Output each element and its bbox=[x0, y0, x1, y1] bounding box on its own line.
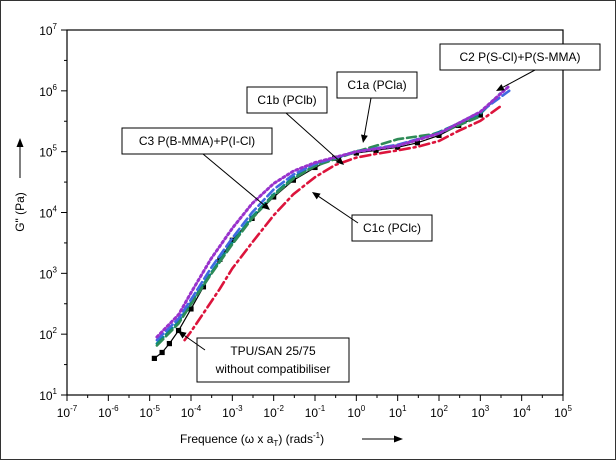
annotation-c3-box bbox=[121, 127, 273, 155]
annotation-tpu-leader bbox=[184, 335, 206, 351]
annotation-c1a: C1a (PCla) bbox=[336, 71, 418, 143]
y-tick-label-7: 107 bbox=[39, 22, 57, 38]
series-tpu_san-point-2 bbox=[166, 340, 172, 347]
annotation-c3-arrowhead-icon bbox=[261, 202, 270, 210]
x-tick-label--5: 10-5 bbox=[139, 404, 160, 420]
x-tick-label--3: 10-3 bbox=[222, 404, 243, 420]
xlabel-mid: ) (rads bbox=[278, 432, 313, 446]
x-axis-arrow bbox=[362, 435, 403, 443]
x-tick-label--4: 10-4 bbox=[181, 404, 202, 420]
annotations-layer: C2 P(S-Cl)+P(S-MMA) C1a (PCla) C1b (PClb) C… bbox=[121, 43, 601, 383]
x-tick-label-0: 100 bbox=[347, 404, 365, 420]
annotation-c3-leader bbox=[202, 153, 265, 206]
annotation-c2-box bbox=[439, 43, 601, 71]
series-tpu_san-point-0 bbox=[151, 355, 157, 361]
annotation-c1b-arrowhead-icon bbox=[335, 157, 344, 165]
annotation-c1b-leader bbox=[285, 112, 339, 161]
xlabel-post: ) bbox=[320, 432, 324, 446]
annotation-c1c-box bbox=[351, 214, 433, 242]
annotation-c1a-leader bbox=[363, 97, 372, 136]
annotation-c1c: C1c (PClc) bbox=[312, 192, 433, 242]
annotation-c1c-arrowhead-icon bbox=[312, 192, 321, 200]
annotation-c1b-box bbox=[246, 86, 328, 114]
y-tick-label-6: 106 bbox=[39, 83, 57, 99]
x-tick-label-4: 104 bbox=[513, 404, 531, 420]
x-tick-label-5: 105 bbox=[554, 404, 572, 420]
x-tick-label--2: 10-2 bbox=[263, 404, 284, 420]
y-tick-label-4: 104 bbox=[39, 205, 57, 221]
xlabel-pre: Frequence (ω x a bbox=[180, 432, 274, 446]
series-tpu_san-point-5 bbox=[200, 284, 207, 290]
annotation-tpu-text: TPU/SAN 25/75 bbox=[230, 344, 316, 358]
y-tick-label-1: 101 bbox=[39, 387, 57, 403]
x-tick-label--6: 10-6 bbox=[98, 404, 119, 420]
xlabel-sup: -1 bbox=[313, 431, 321, 440]
x-tick-label-3: 103 bbox=[471, 404, 489, 420]
y-tick-label-5: 105 bbox=[39, 144, 57, 160]
series-c3-line bbox=[155, 84, 511, 339]
x-arrow-head-icon bbox=[394, 435, 403, 443]
y-tick-label-2: 102 bbox=[39, 326, 57, 342]
annotation-c1a-arrowhead-icon bbox=[361, 134, 368, 143]
x-tick-label-2: 102 bbox=[430, 404, 448, 420]
axes-layer: 10-7 10-6 10-5 10-4 10-3 10-2 10-1 100 101 102 103… bbox=[39, 22, 572, 420]
y-axis-label: G" (Pa) bbox=[13, 192, 27, 232]
annotation-c3-text: C3 P(B-MMA)+P(I-Cl) bbox=[139, 134, 255, 148]
series-tpu_san-point-14 bbox=[373, 147, 379, 153]
x-tick-label--1: 10-1 bbox=[305, 404, 326, 420]
annotation-tpu-box bbox=[196, 337, 350, 383]
series-tpu_san-point-19 bbox=[477, 112, 483, 118]
annotation-c1b: C1b (PClb) bbox=[246, 86, 344, 165]
series-tpu_san-point-4 bbox=[188, 306, 194, 312]
series-tpu_san-point-17 bbox=[436, 132, 442, 139]
annotation-c1a-box bbox=[336, 71, 418, 99]
series-tpu_san-point-1 bbox=[159, 349, 165, 356]
annotation-c1b-text: C1b (PClb) bbox=[257, 93, 316, 107]
series-tpu_san-point-3 bbox=[175, 327, 182, 334]
annotation-tpu: TPU/SAN 25/75 without compatibiliser bbox=[178, 331, 350, 383]
y-axis-label-text: G" (Pa) bbox=[13, 192, 27, 232]
x-tick-label--7: 10-7 bbox=[57, 404, 78, 420]
annotation-tpu-arrowhead-icon bbox=[178, 331, 187, 339]
annotation-c1c-leader bbox=[318, 196, 359, 224]
annotation-c3: C3 P(B-MMA)+P(I-Cl) bbox=[121, 127, 273, 210]
annotation-tpu-text: without compatibiliser bbox=[215, 362, 331, 376]
y-tick-label-3: 103 bbox=[39, 265, 57, 281]
annotation-c2-leader bbox=[502, 69, 536, 88]
annotation-c1a-text: C1a (PCla) bbox=[347, 78, 406, 92]
y-arrow-head-icon bbox=[16, 138, 24, 147]
xlabel-sub: T bbox=[273, 439, 278, 448]
series-layer bbox=[151, 84, 511, 361]
x-tick-label-1: 101 bbox=[389, 404, 407, 420]
series-tpu_san-point-13 bbox=[353, 150, 359, 156]
annotation-c1c-text: C1c (PClc) bbox=[363, 221, 421, 235]
annotation-c2: C2 P(S-Cl)+P(S-MMA) bbox=[439, 43, 601, 91]
series-tpu_san-point-16 bbox=[414, 140, 420, 146]
series-c1c-line bbox=[183, 105, 502, 342]
x-axis-label: Frequence (ω x aT) (rads-1) bbox=[180, 431, 324, 448]
series-c1b-line bbox=[155, 115, 482, 347]
annotation-c2-text: C2 P(S-Cl)+P(S-MMA) bbox=[459, 50, 580, 64]
y-axis-arrow bbox=[16, 138, 24, 178]
annotation-c2-arrowhead-icon bbox=[496, 84, 505, 91]
